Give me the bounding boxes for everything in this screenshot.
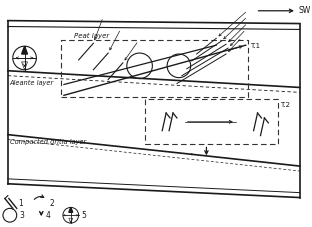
Text: T.2: T.2 [280, 102, 290, 108]
Text: 1: 1 [19, 199, 23, 208]
Text: Compacted gritia layer: Compacted gritia layer [10, 138, 86, 145]
Polygon shape [22, 62, 27, 70]
Text: 3: 3 [20, 211, 25, 220]
Text: T.1: T.1 [250, 43, 260, 49]
Text: SW: SW [299, 6, 311, 15]
Text: 5: 5 [81, 211, 86, 220]
Polygon shape [69, 218, 73, 223]
Polygon shape [69, 207, 73, 212]
Text: 2: 2 [49, 199, 54, 208]
Polygon shape [22, 46, 27, 54]
Text: 4: 4 [45, 211, 50, 220]
Text: Aleante layer: Aleante layer [10, 80, 54, 86]
Text: Peat layer: Peat layer [74, 32, 109, 39]
